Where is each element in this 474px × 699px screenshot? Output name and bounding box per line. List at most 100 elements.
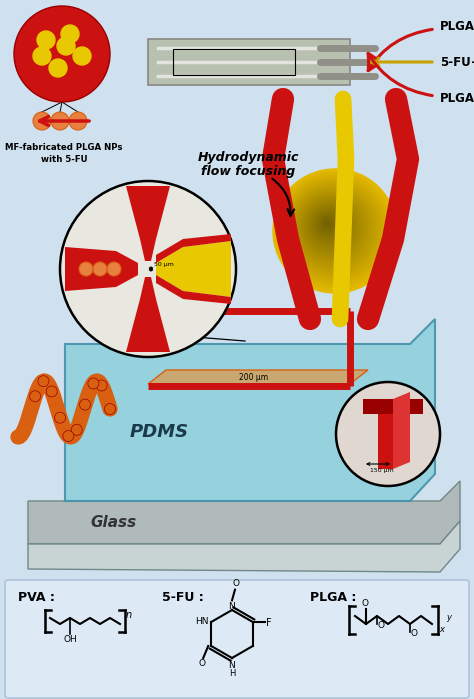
Text: O: O [378, 621, 385, 630]
Polygon shape [65, 247, 138, 291]
Text: 150 μm: 150 μm [370, 468, 394, 473]
Text: O: O [411, 629, 418, 638]
Circle shape [304, 201, 356, 252]
Text: Glass: Glass [90, 515, 136, 530]
Circle shape [283, 180, 383, 280]
FancyBboxPatch shape [148, 39, 350, 85]
Circle shape [326, 222, 328, 224]
Circle shape [294, 190, 370, 266]
Circle shape [29, 391, 41, 402]
Text: OH: OH [64, 635, 78, 644]
Circle shape [313, 209, 345, 241]
Circle shape [299, 195, 363, 259]
Circle shape [69, 112, 87, 130]
Text: HN: HN [195, 617, 209, 626]
Circle shape [309, 205, 351, 247]
Circle shape [305, 201, 355, 251]
Circle shape [306, 202, 354, 250]
Text: O: O [198, 659, 205, 668]
Text: N: N [228, 602, 235, 611]
Circle shape [289, 185, 377, 273]
Circle shape [14, 6, 110, 102]
Text: PDMS: PDMS [130, 423, 189, 441]
Polygon shape [363, 399, 423, 414]
Circle shape [295, 191, 369, 265]
Circle shape [312, 208, 346, 242]
Circle shape [286, 182, 380, 276]
Circle shape [107, 262, 121, 276]
Circle shape [310, 206, 348, 245]
Circle shape [104, 403, 116, 415]
Text: MF-fabricated PLGA NPs: MF-fabricated PLGA NPs [5, 143, 123, 152]
Text: PLGA: PLGA [440, 20, 474, 32]
Circle shape [290, 185, 375, 271]
Text: PVA :: PVA : [18, 591, 55, 604]
Circle shape [316, 212, 342, 238]
Circle shape [71, 424, 82, 435]
Circle shape [281, 177, 387, 283]
Text: Hydrodynamic: Hydrodynamic [197, 150, 299, 164]
Circle shape [308, 204, 352, 248]
Text: PLGA: PLGA [440, 92, 474, 106]
Polygon shape [126, 186, 170, 261]
Circle shape [322, 218, 334, 230]
Circle shape [284, 180, 383, 278]
Text: H: H [229, 669, 236, 678]
Circle shape [317, 212, 340, 236]
Polygon shape [28, 481, 460, 544]
Circle shape [323, 219, 333, 229]
Circle shape [88, 378, 99, 389]
Polygon shape [393, 392, 410, 469]
Circle shape [336, 382, 440, 486]
FancyBboxPatch shape [5, 580, 469, 698]
Circle shape [60, 181, 236, 357]
Circle shape [63, 431, 74, 442]
Circle shape [297, 192, 366, 263]
Circle shape [320, 216, 336, 232]
Text: O: O [233, 579, 240, 589]
Text: O: O [362, 599, 369, 608]
Circle shape [278, 174, 390, 286]
Circle shape [274, 170, 396, 292]
Polygon shape [156, 275, 231, 304]
Circle shape [73, 47, 91, 65]
Circle shape [33, 47, 51, 65]
Polygon shape [148, 370, 368, 384]
Circle shape [314, 210, 344, 240]
Circle shape [283, 178, 384, 280]
Circle shape [46, 386, 57, 397]
Circle shape [301, 197, 361, 257]
Text: F: F [266, 618, 272, 628]
Circle shape [293, 189, 371, 267]
Circle shape [55, 412, 65, 423]
Text: with 5-FU: with 5-FU [41, 155, 87, 164]
Circle shape [302, 198, 360, 256]
Polygon shape [126, 277, 170, 352]
Circle shape [275, 172, 393, 289]
Circle shape [310, 206, 350, 245]
Circle shape [318, 213, 339, 236]
Text: x: x [439, 625, 444, 634]
Circle shape [297, 194, 365, 261]
Text: n: n [126, 610, 132, 620]
Text: flow focusing: flow focusing [201, 164, 295, 178]
Circle shape [51, 112, 69, 130]
Circle shape [49, 59, 67, 77]
Circle shape [276, 173, 392, 289]
Circle shape [292, 187, 374, 269]
Text: 200 μm: 200 μm [239, 373, 269, 382]
Circle shape [285, 181, 381, 278]
Circle shape [321, 217, 335, 231]
Circle shape [61, 25, 79, 43]
Polygon shape [156, 241, 231, 297]
Text: 50 μm: 50 μm [154, 262, 174, 267]
Circle shape [288, 184, 378, 274]
Circle shape [287, 183, 379, 275]
Circle shape [280, 176, 388, 284]
Circle shape [80, 399, 91, 410]
Circle shape [319, 215, 337, 233]
Circle shape [57, 37, 75, 55]
Circle shape [315, 211, 343, 239]
Polygon shape [363, 399, 393, 469]
Circle shape [275, 171, 395, 291]
